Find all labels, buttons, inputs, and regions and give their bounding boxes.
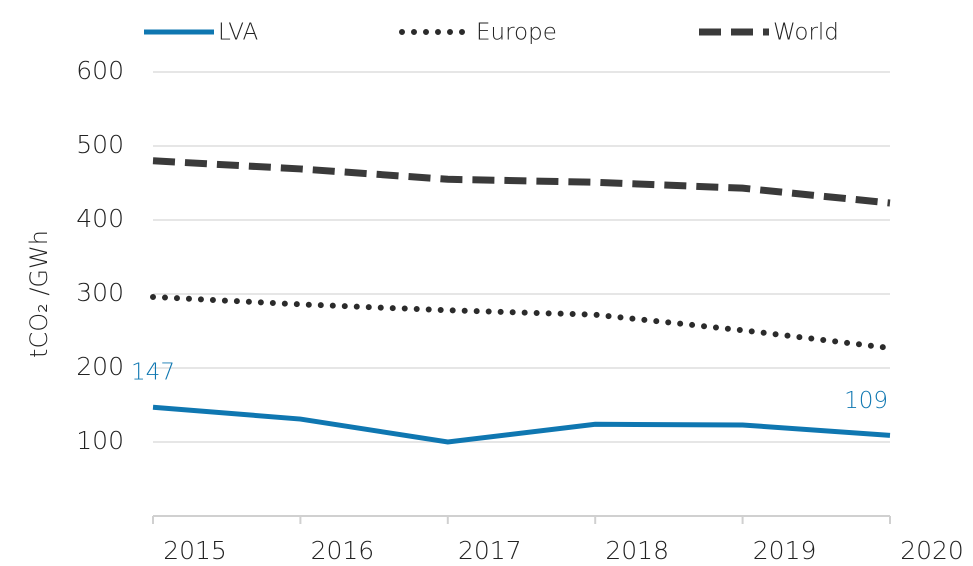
legend-label: World <box>773 20 839 46</box>
x-tick-label: 2020 <box>900 536 964 565</box>
legend-label: LVA <box>218 20 258 46</box>
y-tick-label: 200 <box>76 352 124 381</box>
y-tick-label: 600 <box>76 56 124 85</box>
x-tick-label: 2019 <box>753 536 817 565</box>
x-tick-label: 2018 <box>605 536 669 565</box>
y-tick-label: 100 <box>76 426 124 455</box>
data-label: 147 <box>131 360 175 386</box>
x-tick-label: 2017 <box>458 536 522 565</box>
data-label: 109 <box>844 388 888 414</box>
y-tick-label: 400 <box>76 204 124 233</box>
series-line <box>152 157 891 207</box>
y-axis-label: tCO₂ /GWh <box>25 230 53 358</box>
y-tick-label: 500 <box>76 130 124 159</box>
x-tick-label: 2015 <box>163 536 227 565</box>
legend-label: Europe <box>476 20 557 46</box>
series-line <box>150 293 893 352</box>
series-line <box>152 404 891 445</box>
x-tick-label: 2016 <box>311 536 375 565</box>
y-tick-label: 300 <box>76 278 124 307</box>
